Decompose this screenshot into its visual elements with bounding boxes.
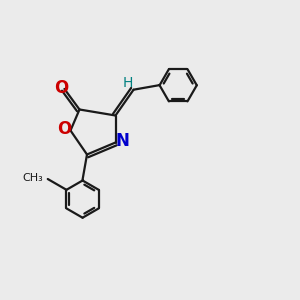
Text: O: O (57, 120, 71, 138)
Text: O: O (54, 79, 68, 97)
Text: N: N (115, 132, 129, 150)
Text: CH₃: CH₃ (22, 173, 43, 183)
Text: H: H (123, 76, 134, 90)
